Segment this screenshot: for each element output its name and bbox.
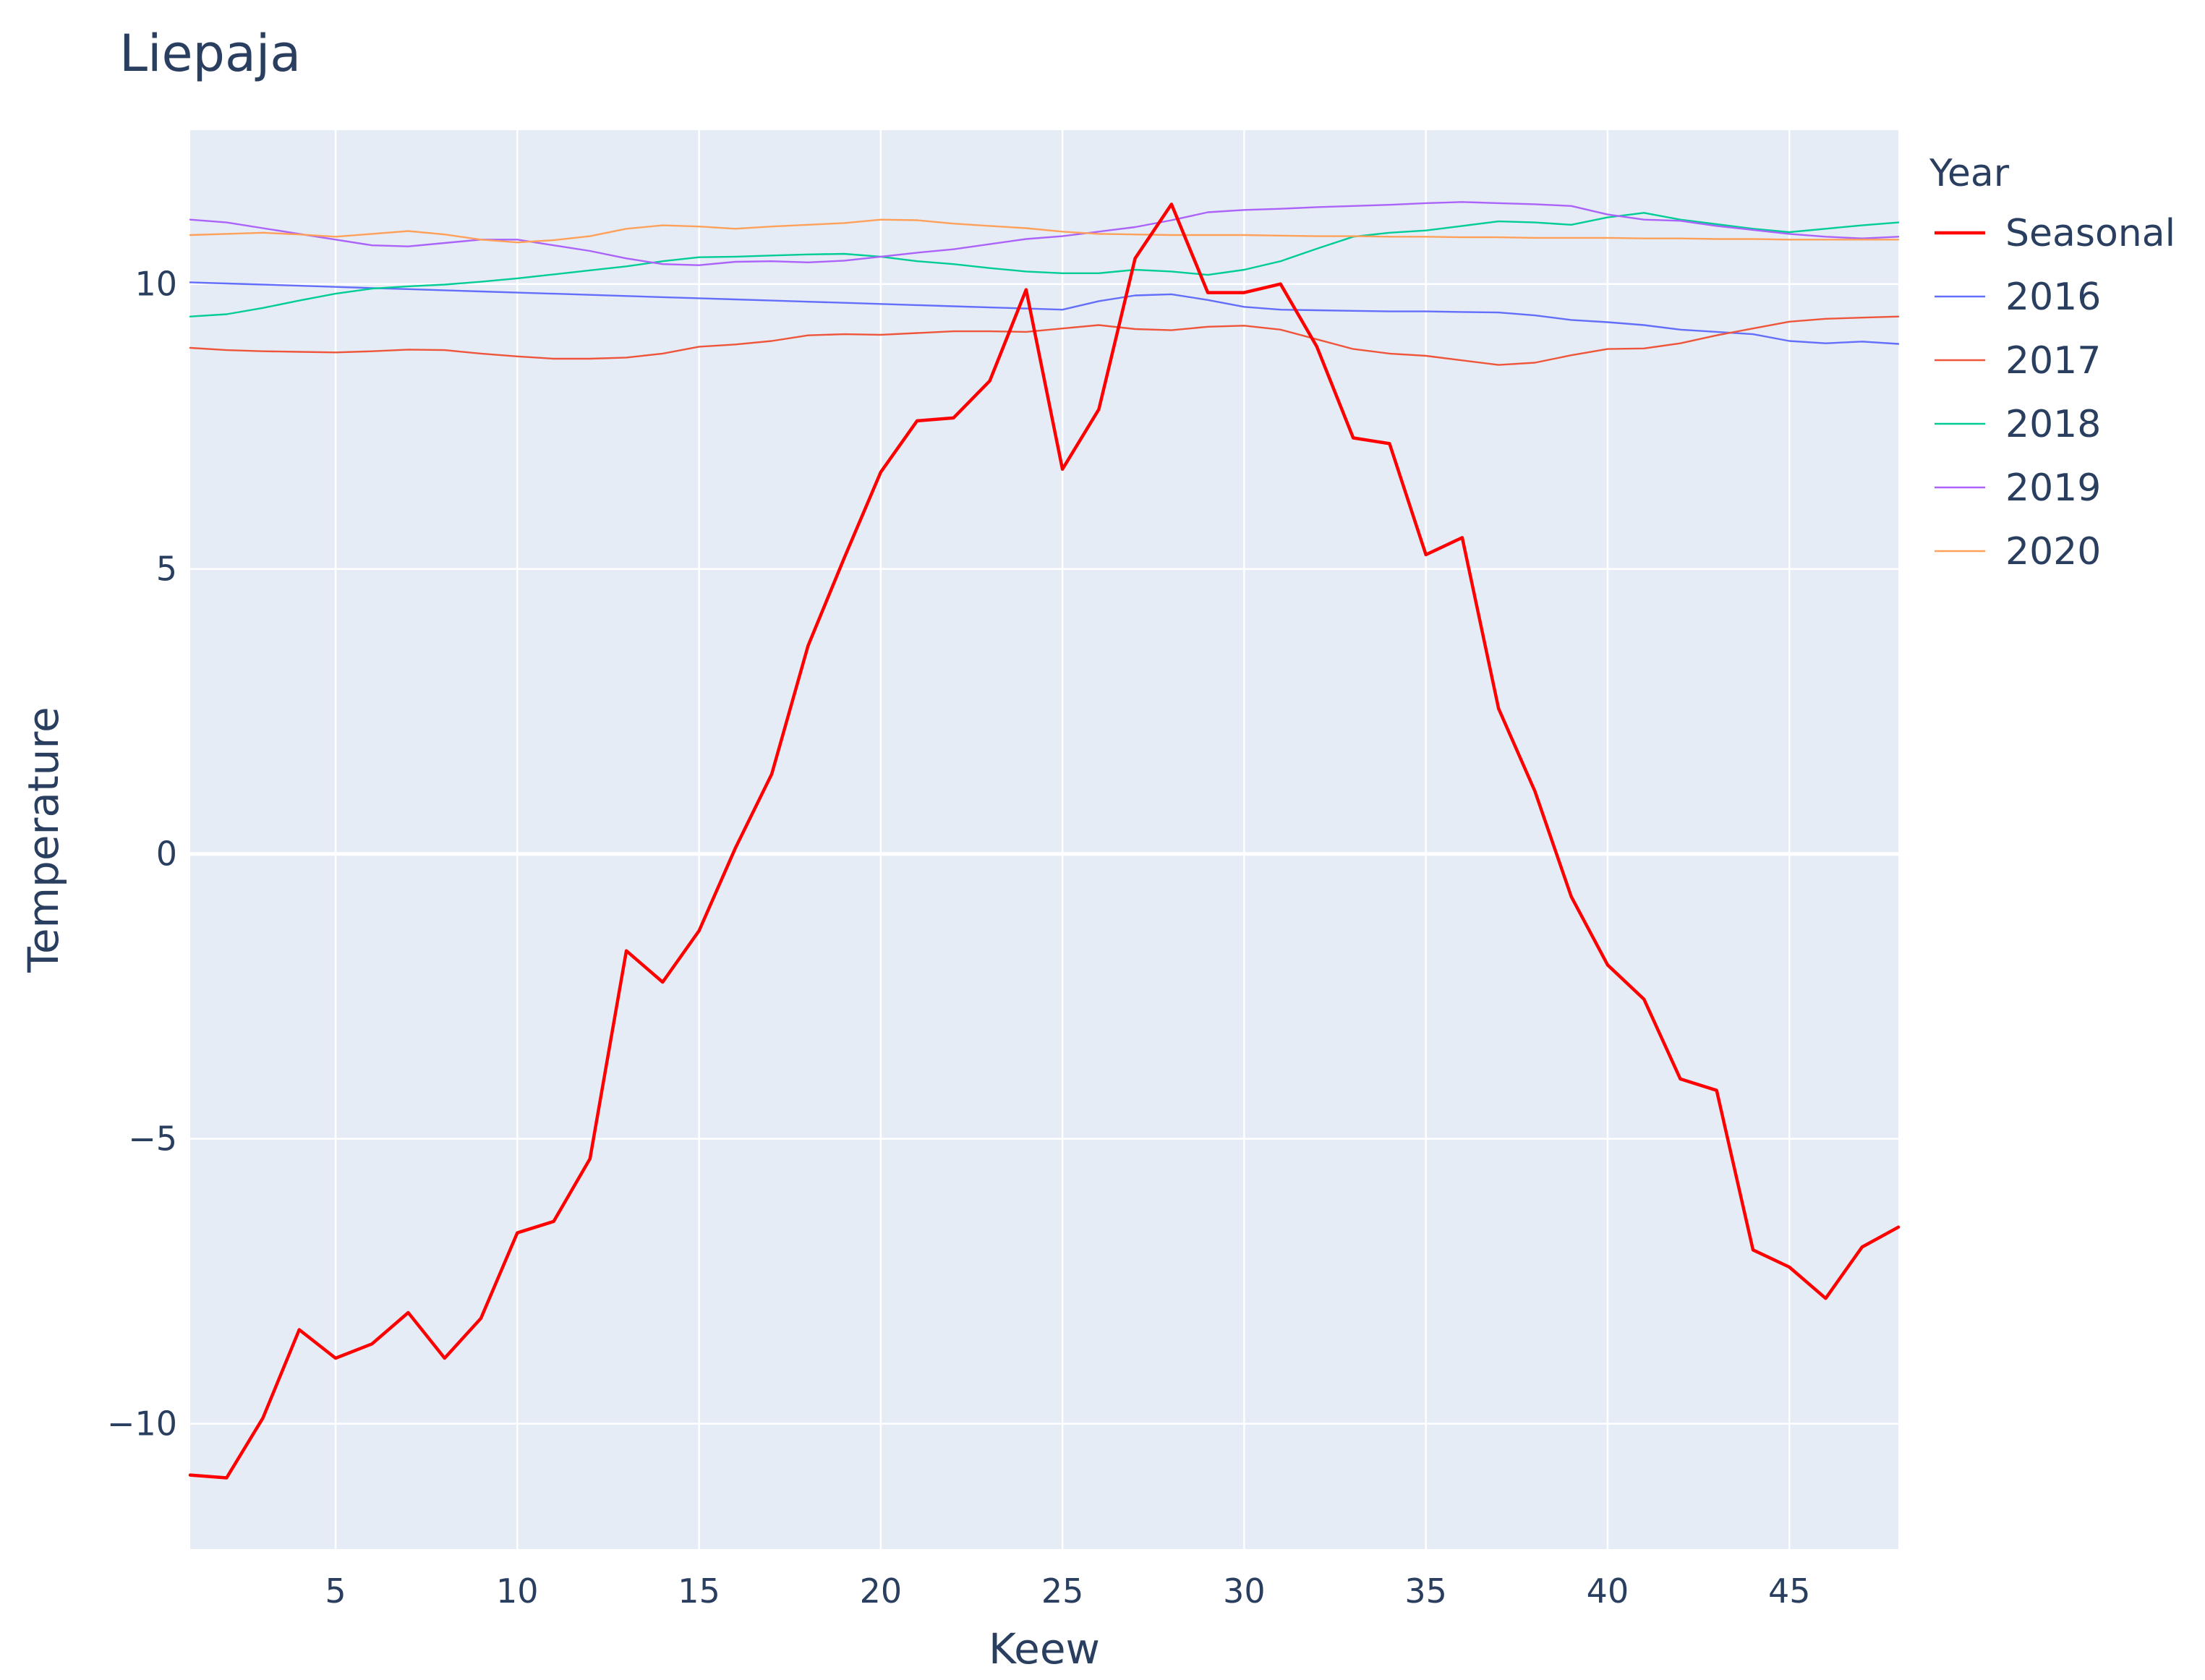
legend: Year Seasonal 2016 2017 2018 2019 2020 — [1929, 152, 2175, 573]
legend-label-2019: 2019 — [2005, 466, 2101, 510]
series-line-2018 — [189, 212, 1900, 317]
legend-label-2016: 2016 — [2005, 276, 2101, 319]
x-tick-label: 45 — [1768, 1572, 1811, 1611]
series-line-seasonal — [188, 202, 1901, 1480]
plot-area — [190, 130, 1898, 1549]
y-tick-label: 0 — [156, 835, 177, 874]
series-line-2016 — [189, 281, 1900, 345]
grid-layer — [190, 130, 1898, 1549]
y-axis-title: Temperature — [19, 707, 68, 973]
x-tick-label: 15 — [678, 1572, 720, 1611]
y-tick-label: 10 — [135, 265, 177, 304]
legend-label-seasonal: Seasonal — [2005, 212, 2175, 255]
series-line-2017 — [189, 315, 1900, 366]
x-tick-label: 20 — [860, 1572, 903, 1611]
x-tick-label: 5 — [325, 1572, 346, 1611]
chart-title: Liepaja — [119, 24, 301, 83]
x-axis-ticks: 5 10 15 20 25 30 35 40 45 — [325, 1572, 1810, 1611]
series-layer — [188, 201, 1901, 1480]
y-tick-label: −10 — [107, 1404, 177, 1444]
y-axis-ticks: −10 −5 0 5 10 — [107, 265, 177, 1444]
legend-title: Year — [1929, 152, 2010, 195]
legend-label-2017: 2017 — [2005, 339, 2101, 383]
y-tick-label: 5 — [156, 550, 177, 589]
x-tick-label: 35 — [1404, 1572, 1447, 1611]
x-tick-label: 40 — [1587, 1572, 1629, 1611]
legend-label-2018: 2018 — [2005, 403, 2101, 446]
x-axis-title: Keew — [989, 1624, 1100, 1673]
series-line-2020 — [189, 218, 1900, 244]
x-tick-label: 25 — [1041, 1572, 1084, 1611]
x-tick-label: 10 — [496, 1572, 539, 1611]
series-line-2019 — [189, 201, 1900, 266]
legend-label-2020: 2020 — [2005, 530, 2101, 573]
y-tick-label: −5 — [128, 1120, 177, 1159]
x-tick-label: 30 — [1223, 1572, 1266, 1611]
